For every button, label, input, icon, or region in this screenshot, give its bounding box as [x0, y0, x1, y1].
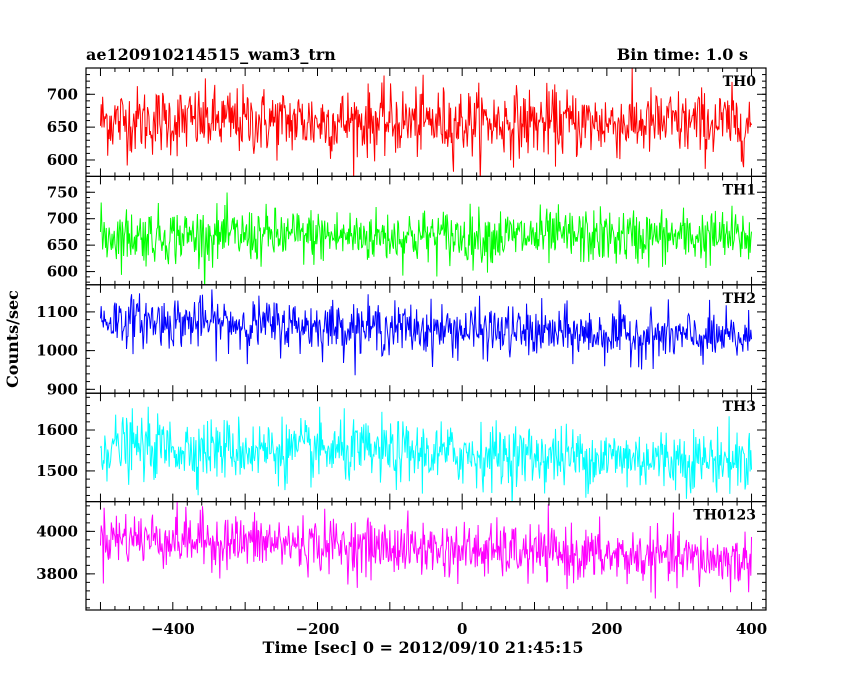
y-tick-label: 1000 [36, 342, 78, 360]
series-line-th0 [99, 68, 752, 177]
panel-th0123: 3800 4000 TH0123 [36, 501, 767, 611]
x-axis-title: Time [sec] 0 = 2012/09/10 21:45:15 [263, 638, 584, 657]
y-tick-label: 750 [47, 183, 78, 201]
y-tick-label: 600 [47, 263, 78, 281]
panel-th0: 600 650 700 TH0 [47, 67, 767, 178]
x-tick-label: −200 [296, 620, 340, 638]
y-tick-label: 4000 [36, 522, 78, 540]
panel-th3: 1500 1600 TH3 [36, 392, 767, 503]
y-tick-label: 650 [47, 236, 78, 254]
panel-label: TH2 [723, 291, 756, 307]
panel-th1: 600 650 700 750 TH1 [47, 175, 767, 286]
panel-label: TH1 [723, 182, 756, 198]
chart-title: ae120910214515_wam3_trn [86, 45, 336, 64]
y-tick-label: 650 [47, 118, 78, 136]
series-line-th2 [99, 289, 753, 376]
series-line-th1 [99, 192, 753, 285]
x-tick-label: 400 [736, 620, 767, 638]
series-line-th0123 [99, 501, 753, 599]
panels-group: 600 650 700 TH0 600 650 700 750 TH1 900 1000 1100 TH… [36, 67, 767, 611]
y-tick-label: 700 [47, 210, 78, 228]
series-line-th3 [100, 406, 753, 502]
y-tick-label: 600 [47, 151, 78, 169]
panel-th2: 900 1000 1100 TH2 [36, 284, 767, 398]
x-axis: −400 −200 0 200 400 [151, 620, 767, 638]
x-tick-label: 200 [591, 620, 622, 638]
x-tick-label: −400 [151, 620, 195, 638]
y-tick-label: 900 [47, 380, 78, 398]
panel-frame [85, 67, 767, 178]
panel-label: TH0 [723, 74, 757, 90]
y-tick-label: 700 [47, 85, 78, 103]
panel-frame [85, 501, 767, 611]
bin-time-label: Bin time: 1.0 s [617, 45, 748, 64]
y-tick-label: 3800 [36, 565, 78, 583]
y-tick-label: 1500 [36, 462, 78, 480]
y-tick-label: 1100 [36, 303, 78, 321]
panel-label: TH3 [723, 399, 756, 415]
y-tick-label: 1600 [36, 421, 78, 439]
panel-label: TH0123 [693, 508, 756, 524]
y-axis-title: Counts/sec [3, 290, 22, 388]
x-tick-label: 0 [457, 620, 467, 638]
